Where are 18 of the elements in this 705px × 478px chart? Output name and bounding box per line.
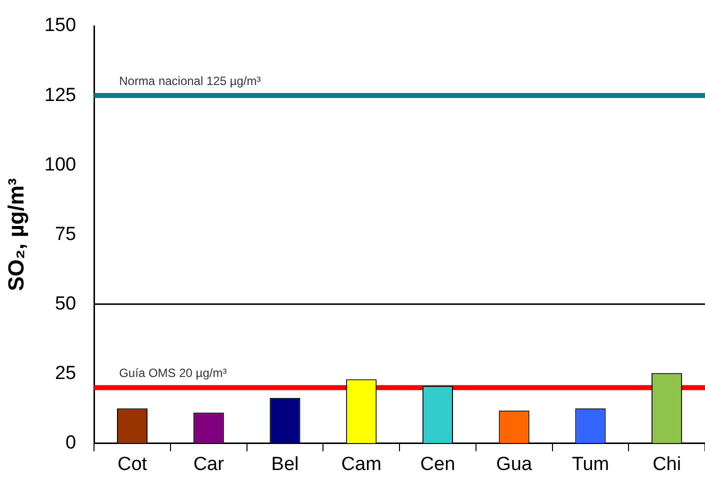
y-tick-label: 50 (54, 293, 76, 314)
ref-line-label: Guía OMS 20 µg/m³ (119, 366, 227, 380)
y-tick-label: 150 (44, 15, 76, 36)
x-tick-label: Gua (496, 454, 532, 475)
y-axis-title: SO₂, µg/m³ (3, 178, 28, 292)
x-tick-label: Car (193, 454, 225, 475)
x-tick-label: Chi (652, 454, 682, 475)
y-tick-label: 100 (44, 154, 76, 176)
y-tick-label: 125 (44, 84, 76, 106)
ref-line-label: Norma nacional 125 µg/m³ (119, 74, 261, 88)
x-tick-label: Cot (117, 454, 148, 475)
x-tick-label: Cam (341, 454, 382, 475)
x-tick-label: Bel (271, 454, 299, 475)
y-tick-label: 0 (66, 432, 76, 454)
y-tick-label: 75 (54, 224, 76, 245)
y-tick-label: 25 (54, 362, 76, 384)
x-tick-label: Cen (420, 454, 456, 475)
x-tick-label: Tum (572, 454, 610, 475)
